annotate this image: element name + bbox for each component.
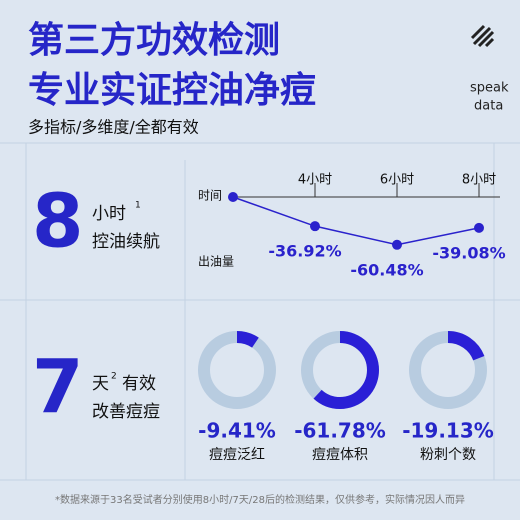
point xyxy=(392,239,402,250)
axis-label: 出油量 xyxy=(198,255,234,269)
point xyxy=(474,222,484,233)
donut-arc xyxy=(301,331,379,409)
value-label: -61.78% xyxy=(294,419,386,443)
note: 2 xyxy=(111,372,117,382)
desc: 控油续航 xyxy=(92,232,160,252)
logo xyxy=(470,24,495,48)
axis-label: 时间 xyxy=(198,189,222,203)
unit: 小时 xyxy=(92,204,126,224)
category-label: 粉刺个数 xyxy=(420,447,476,463)
category-label: 痘痘泛红 xyxy=(209,447,265,463)
title: 专业实证控油净痘 xyxy=(28,70,316,111)
extra: 有效 xyxy=(122,374,156,394)
value-label: -39.08% xyxy=(432,243,505,262)
donut-arc xyxy=(198,331,276,409)
value-label: -19.13% xyxy=(402,419,494,443)
x-tick-label: 4小时 xyxy=(298,173,332,188)
category-label: 痘痘体积 xyxy=(312,447,368,463)
unit: 天 xyxy=(92,374,109,394)
point xyxy=(228,192,238,202)
x-tick-label: 8小时 xyxy=(462,173,496,188)
big-number: 7 xyxy=(32,345,84,431)
brand: data xyxy=(474,99,503,114)
point xyxy=(310,221,320,232)
note: 1 xyxy=(135,201,141,211)
value-label: -36.92% xyxy=(268,242,341,261)
donut-track xyxy=(198,331,276,409)
brand: speak xyxy=(470,81,509,96)
value-label: -60.48% xyxy=(350,260,423,279)
background-grid xyxy=(0,142,520,481)
desc: 改善痘痘 xyxy=(92,402,160,422)
big-number: 8 xyxy=(32,179,84,265)
footnote: *数据来源于33名受试者分别使用8小时/7天/28后的检测结果，仅供参考，实际情… xyxy=(55,493,465,506)
value-label: -9.41% xyxy=(198,419,276,443)
title: 第三方功效检测 xyxy=(28,20,280,61)
donut-arc xyxy=(409,331,487,409)
line xyxy=(232,196,480,246)
x-tick-label: 6小时 xyxy=(380,173,414,188)
subtitle: 多指标/多维度/全都有效 xyxy=(28,118,199,137)
